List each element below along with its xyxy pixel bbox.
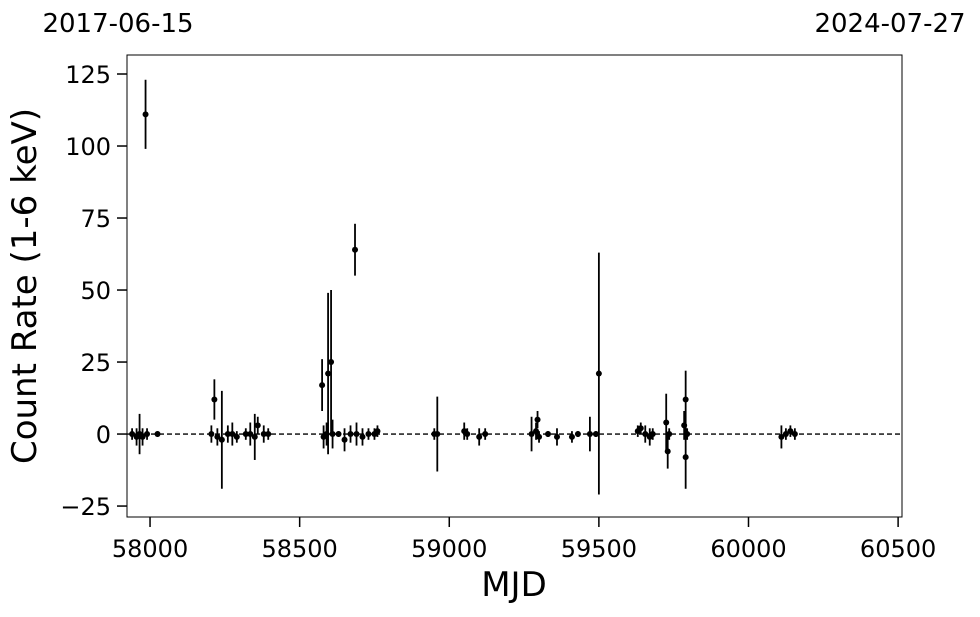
data-point [533,428,540,435]
data-point [247,431,254,438]
data-point [374,428,381,435]
y-tick-label: 0 [96,421,111,449]
data-point [791,431,798,438]
data-point [682,396,689,403]
data-point [545,431,552,438]
data-point [534,416,541,423]
data-point [666,431,673,438]
data-point [329,431,336,438]
data-point [335,431,342,438]
data-point [218,436,225,443]
data-point [352,246,359,253]
data-point [211,396,218,403]
data-point [154,431,161,438]
x-tick-label: 60500 [860,535,936,563]
data-point [325,370,332,377]
x-tick-label: 59000 [411,535,487,563]
data-point [208,431,215,438]
data-point [568,433,575,440]
x-axis-label: MJD [481,565,547,605]
data-point [637,425,644,432]
data-point [229,431,236,438]
data-point [254,422,261,429]
data-point [319,382,326,389]
data-point [129,431,136,438]
data-point [663,419,670,426]
data-point [242,431,249,438]
data-point [782,431,789,438]
data-point [233,433,240,440]
data-point [684,431,691,438]
data-point [144,431,151,438]
data-point [251,433,258,440]
data-point [214,433,221,440]
data-point [592,431,599,438]
y-tick-label: −25 [60,493,111,521]
y-tick-label: 100 [65,133,111,161]
data-point [142,111,149,118]
data-point [476,433,483,440]
x-tick-label: 58000 [112,535,188,563]
data-point [574,431,581,438]
y-tick-label: 25 [80,349,111,377]
data-point [347,431,354,438]
data-point [224,431,231,438]
data-point [365,431,372,438]
data-point [265,431,272,438]
data-point [553,433,560,440]
y-tick-label: 125 [65,61,111,89]
data-point [787,428,794,435]
y-tick-label: 75 [80,205,111,233]
data-point [328,359,335,366]
data-point [664,448,671,455]
x-tick-label: 58500 [261,535,337,563]
data-point [682,454,689,461]
data-point [260,431,267,438]
data-point [464,431,471,438]
data-point [434,431,441,438]
y-tick-label: 50 [80,277,111,305]
y-axis-label: Count Rate (1-6 keV) [5,108,45,464]
data-point [778,433,785,440]
data-point [595,370,602,377]
plot-frame [126,54,903,518]
data-point [359,433,366,440]
data-point [586,431,593,438]
start-date: 2017-06-15 [42,9,193,39]
data-point [341,436,348,443]
x-tick-label: 59500 [561,535,637,563]
data-point [139,433,146,440]
data-point [482,431,489,438]
data-point [649,431,656,438]
data-point [642,431,649,438]
end-date: 2024-07-27 [814,9,965,39]
data-point [536,433,543,440]
data-point [528,431,535,438]
data-point [353,431,360,438]
x-tick-label: 60000 [710,535,786,563]
